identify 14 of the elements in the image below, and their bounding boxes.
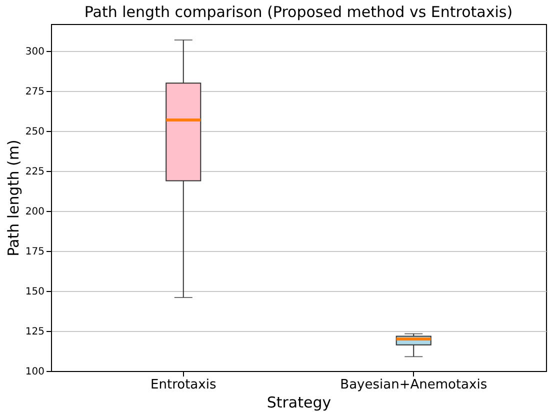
y-tick-label: 100 [25, 366, 44, 378]
chart-title: Path length comparison (Proposed method vs Entrotaxis) [84, 3, 513, 21]
x-tick-label: Bayesian+Anemotaxis [340, 378, 488, 392]
y-tick-label: 225 [25, 166, 44, 178]
x-tick-label: Entrotaxis [150, 378, 216, 392]
y-tick-label: 175 [25, 246, 44, 258]
y-axis-title: Path length (m) [4, 140, 22, 256]
y-tick-label: 150 [25, 286, 44, 298]
x-axis-title: Strategy [266, 394, 332, 412]
y-tick-label: 125 [25, 326, 44, 338]
y-tick-label: 275 [25, 86, 44, 98]
y-tick-label: 250 [25, 126, 44, 138]
y-tick-label: 200 [25, 206, 44, 218]
y-tick-label: 300 [25, 46, 44, 58]
